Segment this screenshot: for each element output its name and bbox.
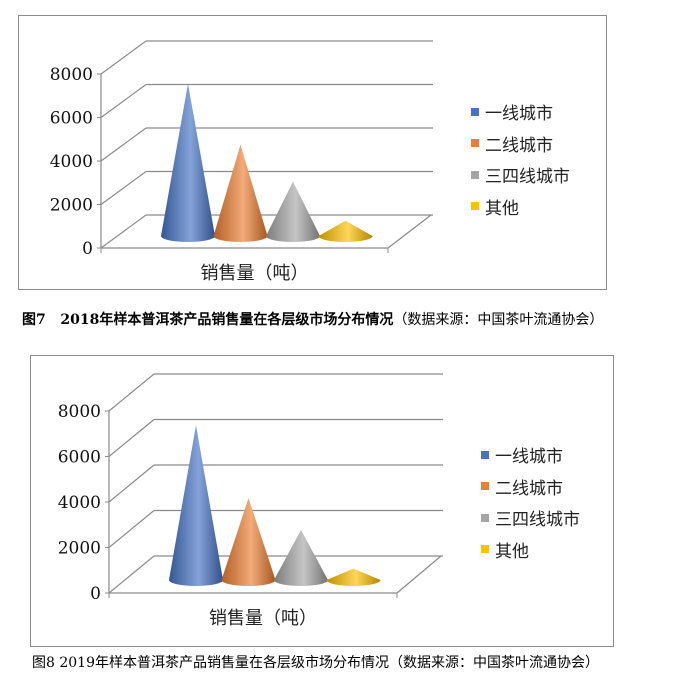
legend-item: 三四线城市 (471, 159, 570, 191)
gridline-side (100, 171, 147, 205)
caption-text: 2018年样本普洱茶产品销售量在各层级市场分布情况 (60, 312, 394, 328)
y-tick-label: 8000 (50, 65, 93, 85)
legend-label: 其他 (485, 198, 519, 219)
legend-label: 其他 (495, 541, 529, 562)
chart-2018-legend: 一线城市 二线城市 三四线城市 其他 (471, 96, 570, 222)
caption-label: 图7 (22, 312, 46, 328)
legend-swatch (481, 450, 489, 459)
floor-right-edge (387, 214, 432, 249)
y-tick-label: 6000 (50, 109, 93, 129)
cone-1 (169, 425, 223, 586)
cone-4 (318, 220, 373, 242)
legend-item: 二线城市 (481, 471, 580, 503)
figure-8-caption: 图8 2019年样本普洱茶产品销售量在各层级市场分布情况（数据来源：中国茶叶流通… (32, 655, 599, 671)
gridline-side (100, 127, 147, 162)
legend-label: 一线城市 (495, 447, 563, 468)
figure-7-caption: 图7 2018年样本普洱茶产品销售量在各层级市场分布情况（数据来源：中国茶叶流通… (22, 309, 603, 329)
caption-source: （数据来源：中国茶叶流通协会） (393, 312, 604, 328)
legend-label: 三四线城市 (485, 167, 570, 188)
floor-right-edge (396, 555, 442, 594)
y-tick-label: 4000 (58, 493, 101, 513)
legend-label: 三四线城市 (495, 510, 580, 531)
legend-item: 一线城市 (471, 96, 570, 128)
x-axis-label: 销售量（吨） (209, 608, 317, 629)
legend-swatch (471, 202, 479, 211)
gridline-side (100, 84, 147, 118)
cone-3 (266, 181, 320, 242)
legend-label: 一线城市 (485, 104, 553, 125)
cone-4 (326, 568, 381, 586)
legend-swatch (471, 170, 479, 179)
chart-2019-plot: 0 2000 4000 6000 8000 销售量（吨） (58, 373, 443, 629)
legend-label: 二线城市 (495, 478, 563, 499)
y-tick-label: 2000 (50, 196, 93, 216)
chart-2019-legend: 一线城市 二线城市 三四线城市 其他 (481, 439, 580, 565)
legend-label: 二线城市 (485, 135, 553, 156)
x-axis-label: 销售量（吨） (201, 263, 309, 284)
legend-swatch (481, 513, 489, 522)
legend-item: 其他 (481, 534, 580, 566)
legend-swatch (471, 107, 479, 116)
legend-item: 二线城市 (471, 128, 570, 160)
gridline-side (108, 555, 155, 594)
legend-swatch (471, 139, 479, 148)
legend-item: 其他 (471, 191, 570, 223)
cone-3 (274, 529, 328, 586)
gridline-side (108, 510, 155, 548)
gridline-side (108, 464, 155, 503)
y-tick-label: 2000 (58, 539, 101, 559)
legend-swatch (481, 482, 489, 491)
y-tick-label: 8000 (58, 402, 101, 422)
legend-swatch (481, 545, 489, 554)
cone-1 (161, 83, 215, 242)
chart-2018-plot: 0 2000 4000 6000 8000 销售量（吨） (50, 40, 433, 284)
y-tick-label: 0 (90, 584, 101, 604)
chart-2018: 0 2000 4000 6000 8000 销售量（吨） 一线城市 二线城市 三四线城市 … (18, 15, 607, 290)
gridline-side (100, 214, 147, 249)
chart-2019: 0 2000 4000 6000 8000 销售量（吨） 一线城市 二线城市 三四线城市 … (30, 355, 614, 647)
gridline-side (100, 40, 147, 75)
legend-item: 三四线城市 (481, 502, 580, 534)
cone-2 (221, 498, 276, 586)
gridline-side (108, 419, 155, 457)
gridline-side (108, 373, 155, 412)
y-tick-label: 6000 (58, 448, 101, 468)
legend-item: 一线城市 (481, 439, 580, 471)
y-tick-label: 0 (82, 239, 93, 259)
cone-2 (213, 144, 268, 242)
y-tick-label: 4000 (50, 152, 93, 172)
